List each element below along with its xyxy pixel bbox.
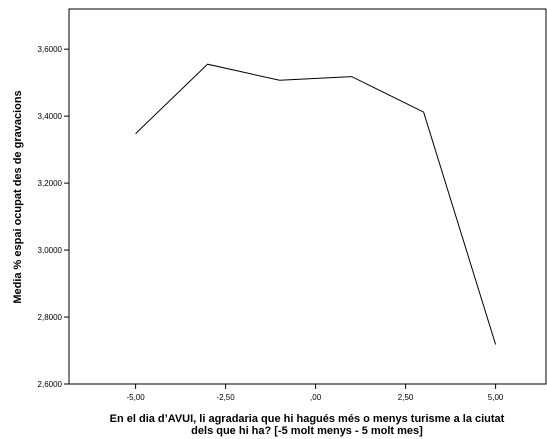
- x-axis-ticks: -5,00 -2,50 ,00 2,50 5,00: [126, 384, 504, 402]
- series-line: [135, 63, 497, 345]
- y-tick-label: 3,2000: [38, 179, 63, 188]
- y-tick-label: 3,0000: [38, 246, 63, 255]
- y-tick-label: 3,6000: [38, 45, 63, 54]
- x-tick-label: ,00: [310, 393, 322, 402]
- x-tick-label: -5,00: [126, 393, 145, 402]
- x-tick-label: -2,50: [216, 393, 235, 402]
- y-tick-label: 2,8000: [38, 313, 63, 322]
- y-axis-title: Media % espai ocupat des de gravacions: [12, 90, 24, 303]
- x-tick-label: 2,50: [398, 393, 414, 402]
- x-tick-label: 5,00: [488, 393, 504, 402]
- y-tick-label: 2,6000: [38, 380, 63, 389]
- x-axis-title-line-2: dels que hi ha? [-5 molt menys - 5 molt …: [191, 425, 423, 437]
- y-tick-label: 3,4000: [38, 112, 63, 121]
- x-axis-title-line-1: En el dia d’AVUI, li agradaria que hi ha…: [110, 413, 505, 425]
- plot-frame: [68, 8, 547, 385]
- y-axis-ticks: 2,6000 2,8000 3,0000 3,2000 3,4000 3,6000: [38, 45, 69, 389]
